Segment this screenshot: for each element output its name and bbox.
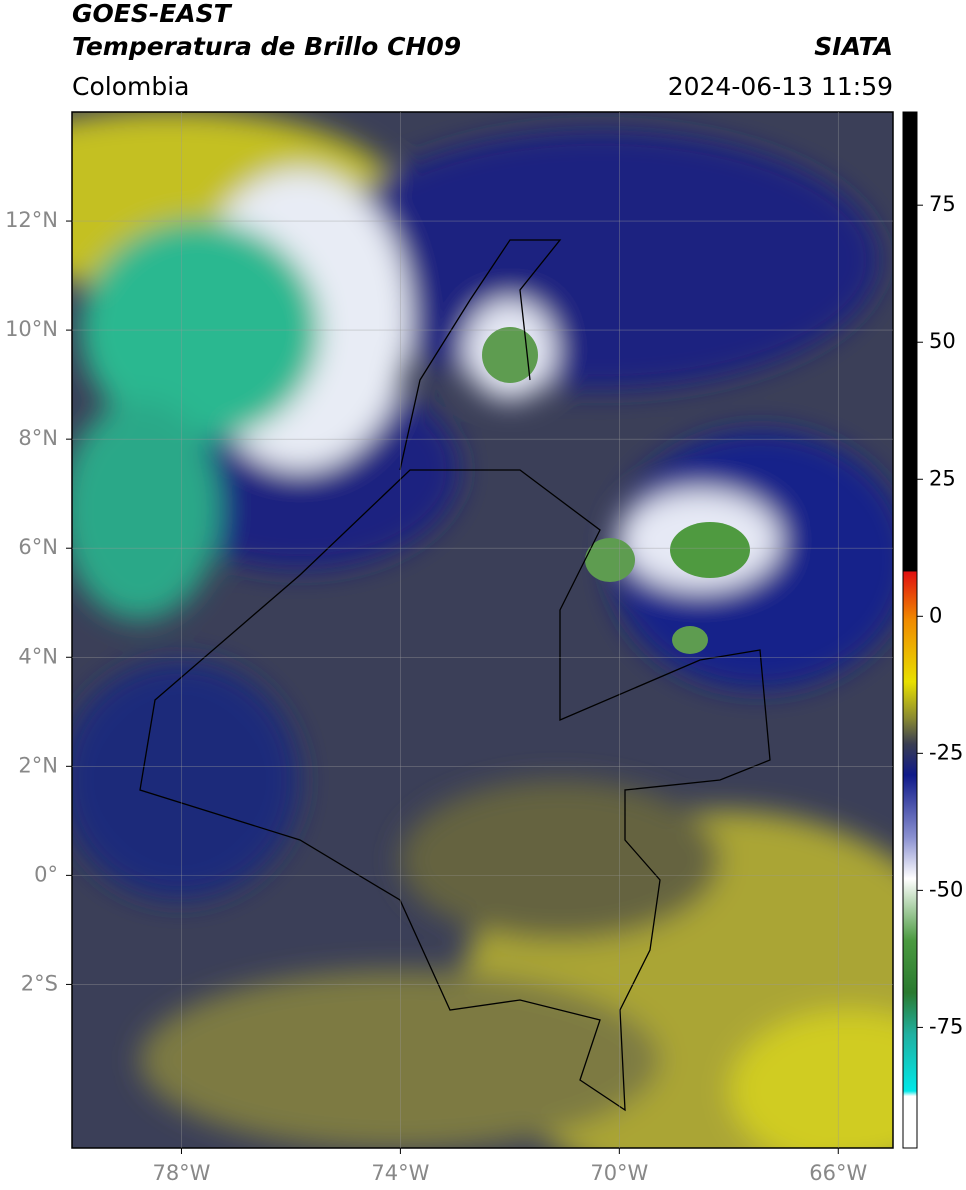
lat-tick-label: 2°S [21,971,58,995]
colorbar-tick-label: -75 [929,1014,963,1038]
colorbar-tick-label: -50 [929,877,963,901]
map-frame [71,111,894,1149]
colorbar-tick-label: 0 [929,603,942,627]
lat-tick-label: 4°N [18,644,58,668]
colorbar-tick-label: -25 [929,740,963,764]
lon-tick-label: 66°W [809,1161,867,1185]
lat-tick-label: 6°N [18,535,58,559]
lat-tick-label: 0° [34,862,58,886]
datetime: 2024-06-13 11:59 [668,72,893,101]
colorbar-tick-label: 50 [929,329,956,353]
lon-tick-label: 70°W [590,1161,648,1185]
lon-tick-label: 74°W [371,1161,429,1185]
region: Colombia [72,72,189,101]
colorbar-tick-label: 25 [929,466,956,490]
satellite-image [72,112,893,1148]
lat-tick-label: 12°N [5,208,58,232]
lat-tick-label: 10°N [5,317,58,341]
lat-tick-label: 8°N [18,426,58,450]
subtitle: Temperatura de Brillo CH09 [72,32,461,61]
colorbar-tick-label: 75 [929,192,956,216]
colorbar [902,111,918,1149]
lat-tick-label: 2°N [18,753,58,777]
title: GOES-EAST [72,0,233,28]
source: SIATA [814,32,893,61]
lon-tick-label: 78°W [152,1161,210,1185]
